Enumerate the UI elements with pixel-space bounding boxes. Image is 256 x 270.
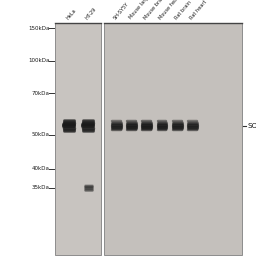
Text: 150kDa: 150kDa: [28, 26, 50, 31]
Text: 70kDa: 70kDa: [32, 91, 50, 96]
Bar: [104, 23, 242, 255]
Text: HeLa: HeLa: [65, 7, 77, 20]
Text: Mouse brain: Mouse brain: [143, 0, 167, 20]
Text: 35kDa: 35kDa: [32, 185, 50, 190]
Bar: [55, 23, 101, 255]
Text: 50kDa: 50kDa: [32, 133, 50, 137]
Text: 40kDa: 40kDa: [32, 166, 50, 171]
Text: Mouse large intestine: Mouse large intestine: [128, 0, 167, 20]
Text: SOX10: SOX10: [248, 123, 256, 129]
Text: Rat brain: Rat brain: [174, 0, 192, 20]
Text: Mouse heart: Mouse heart: [158, 0, 182, 20]
Text: HT-29: HT-29: [84, 6, 98, 20]
Text: SH-SY5Y: SH-SY5Y: [113, 1, 130, 20]
Text: Rat heart: Rat heart: [189, 0, 208, 20]
Text: 100kDa: 100kDa: [28, 58, 50, 63]
